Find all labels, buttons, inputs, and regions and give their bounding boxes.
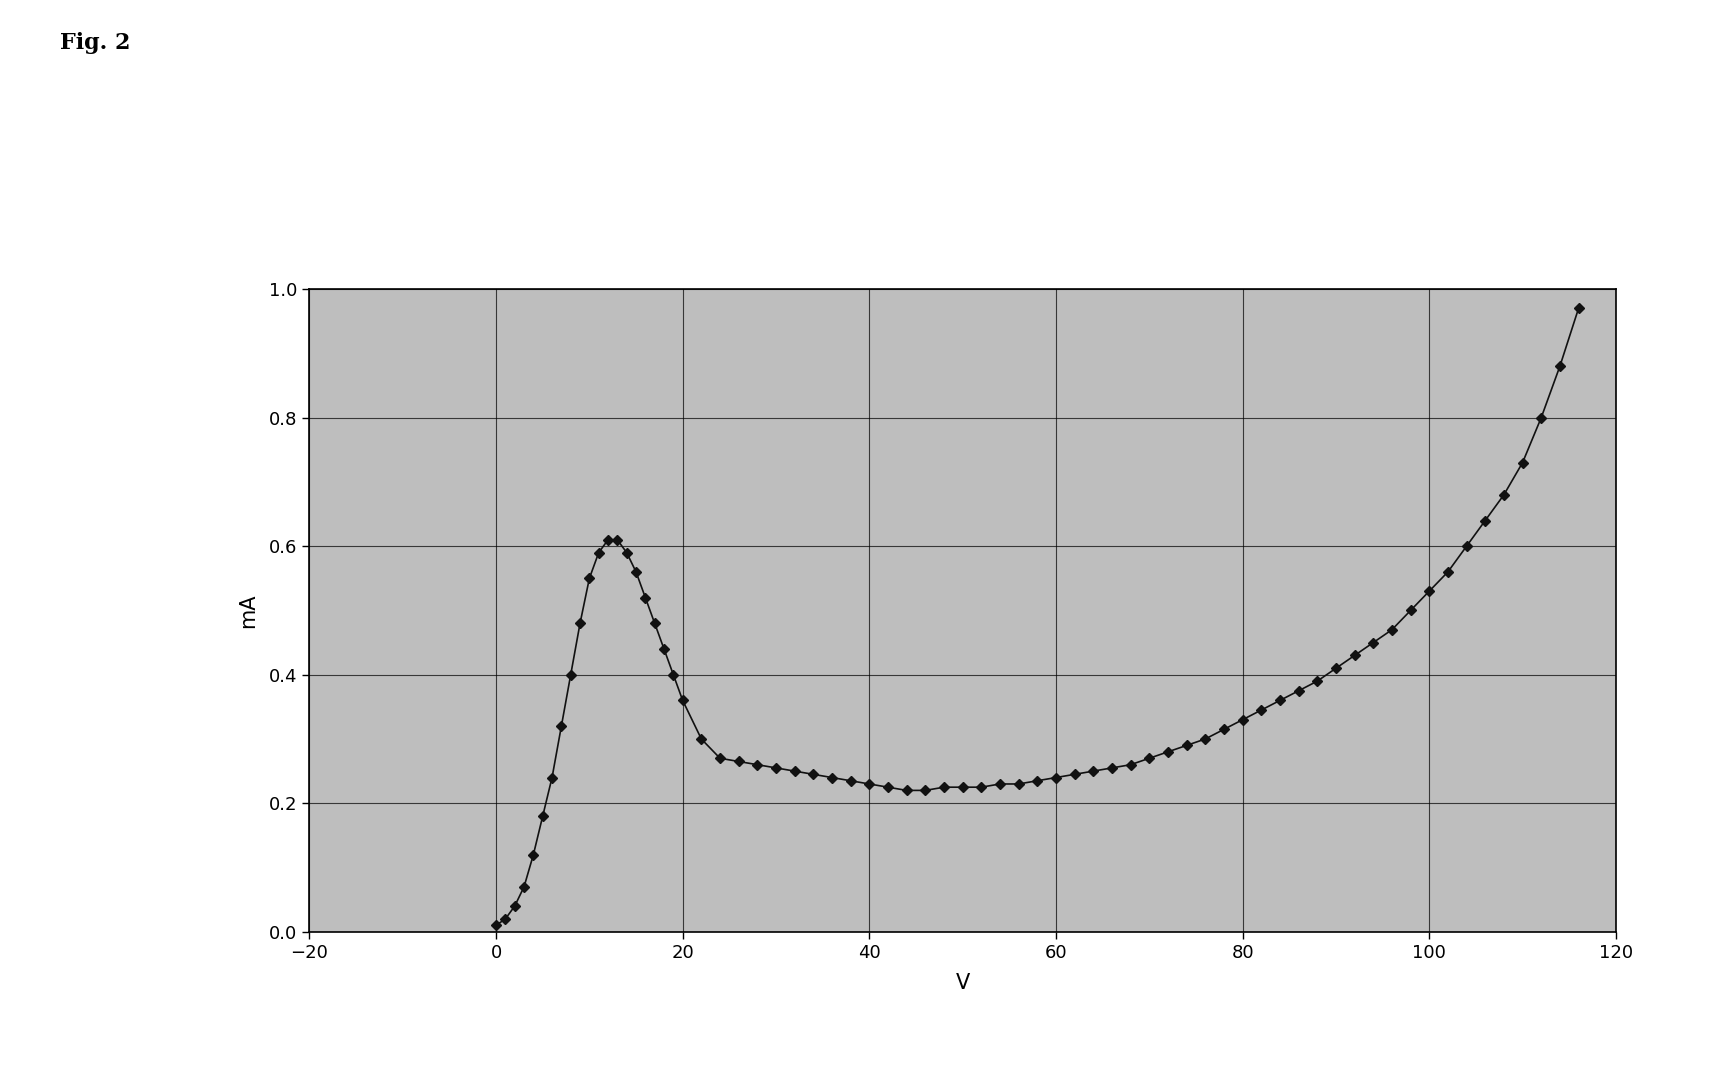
Y-axis label: mA: mA <box>237 593 258 628</box>
Text: Fig. 2: Fig. 2 <box>60 32 131 55</box>
X-axis label: V: V <box>956 972 970 993</box>
